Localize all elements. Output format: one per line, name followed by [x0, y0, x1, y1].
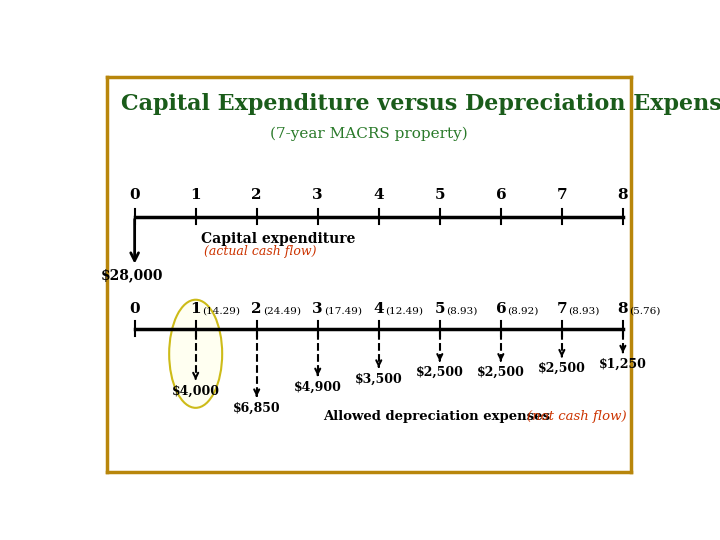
Text: 3: 3	[312, 301, 323, 315]
Text: $2,500: $2,500	[538, 362, 586, 375]
Text: 8: 8	[618, 301, 629, 315]
Text: 1: 1	[190, 301, 201, 315]
Text: 3: 3	[312, 188, 323, 202]
Text: (14.29): (14.29)	[202, 307, 240, 315]
Text: 0: 0	[130, 301, 140, 315]
Text: $4,900: $4,900	[294, 381, 342, 394]
Text: (24.49): (24.49)	[264, 307, 302, 315]
Text: $3,500: $3,500	[355, 373, 402, 386]
Text: (8.93): (8.93)	[569, 307, 600, 315]
Text: (7-year MACRS property): (7-year MACRS property)	[270, 126, 468, 140]
Text: 2: 2	[251, 301, 262, 315]
Text: (8.93): (8.93)	[446, 307, 478, 315]
Text: $2,500: $2,500	[416, 366, 464, 379]
Text: (not cash flow): (not cash flow)	[527, 410, 626, 423]
Ellipse shape	[169, 300, 222, 408]
Text: 6: 6	[495, 188, 506, 202]
Text: Allowed depreciation expenses: Allowed depreciation expenses	[323, 410, 555, 423]
Text: Capital expenditure: Capital expenditure	[202, 232, 356, 246]
Text: $4,000: $4,000	[171, 385, 220, 398]
Text: (17.49): (17.49)	[325, 307, 362, 315]
Text: 5: 5	[435, 188, 445, 202]
Text: (actual cash flow): (actual cash flow)	[204, 245, 317, 259]
Text: 7: 7	[557, 188, 567, 202]
Text: 6: 6	[495, 301, 506, 315]
Text: Capital Expenditure versus Depreciation Expenses: Capital Expenditure versus Depreciation …	[121, 93, 720, 116]
Text: 4: 4	[374, 188, 384, 202]
Text: 7: 7	[557, 301, 567, 315]
Text: (5.76): (5.76)	[629, 307, 661, 315]
Text: $2,500: $2,500	[477, 366, 525, 379]
Text: 5: 5	[435, 301, 445, 315]
Text: 1: 1	[190, 188, 201, 202]
Text: 8: 8	[618, 188, 629, 202]
Text: $1,250: $1,250	[599, 358, 647, 371]
Text: (12.49): (12.49)	[385, 307, 423, 315]
Text: (8.92): (8.92)	[508, 307, 539, 315]
Text: $28,000: $28,000	[101, 268, 163, 282]
Text: $6,850: $6,850	[233, 402, 281, 415]
Text: 4: 4	[374, 301, 384, 315]
Text: 2: 2	[251, 188, 262, 202]
Text: 0: 0	[130, 188, 140, 202]
